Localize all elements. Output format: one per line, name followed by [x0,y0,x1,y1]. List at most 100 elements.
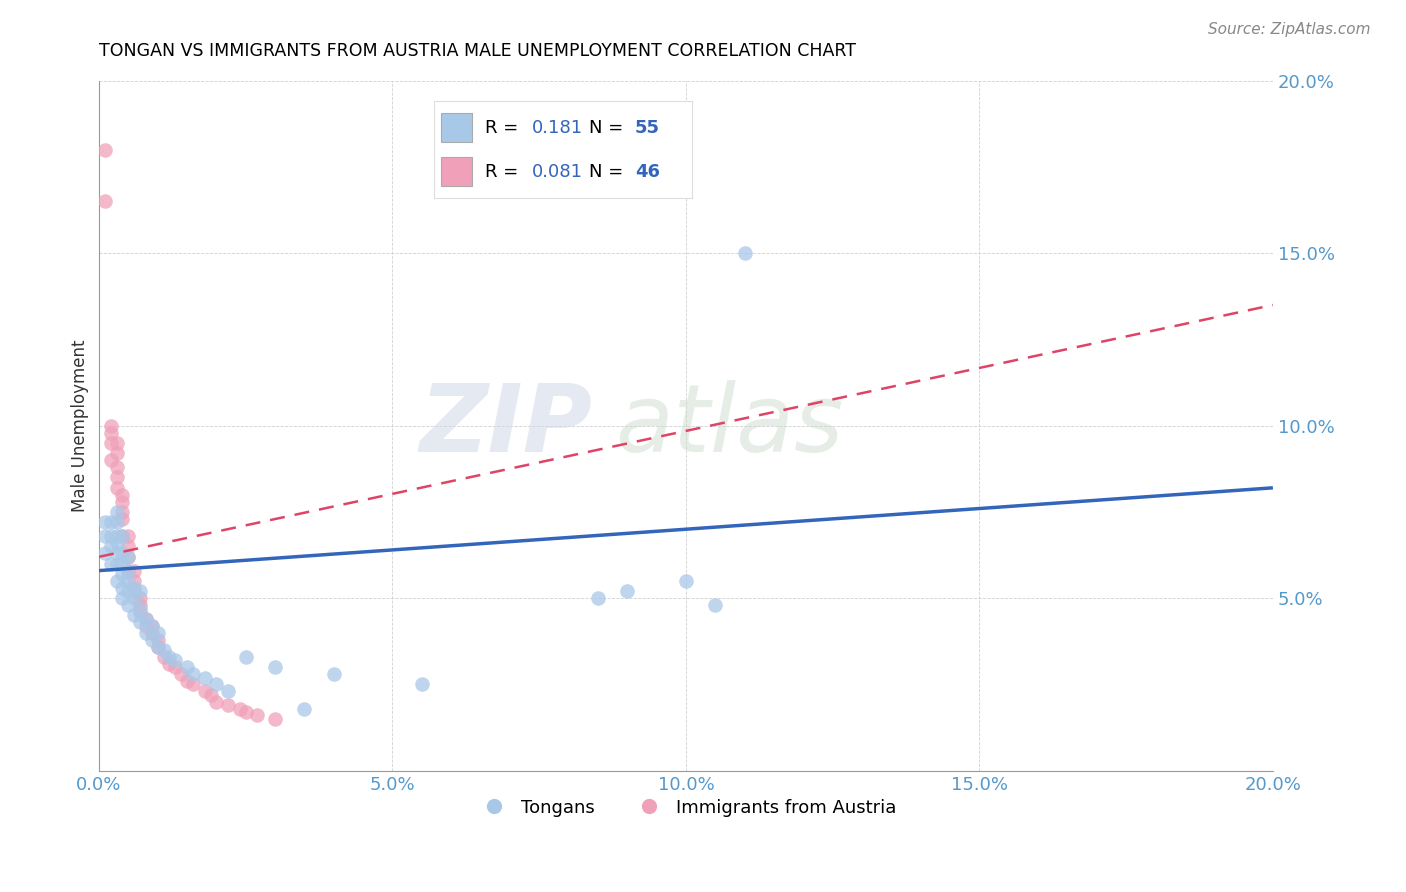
Point [105,529,128,543]
Text: ZIP: ZIP [419,380,592,472]
Point [135,625,157,640]
Point [205,677,228,691]
Point [159,657,181,671]
Point [181,677,204,691]
Point [675,574,697,588]
Point [146,632,169,647]
Point [111,581,134,595]
Point [165,660,187,674]
Point [94,516,117,530]
Point [616,584,638,599]
Point [152,649,174,664]
Point [200,688,222,702]
Point [704,598,727,612]
Point [100,529,122,543]
Point [165,653,187,667]
Point [586,591,609,606]
Point [129,601,152,615]
Point [111,512,134,526]
Point [111,591,134,606]
Point [122,591,145,606]
Point [105,574,128,588]
Point [111,529,134,543]
Point [100,453,122,467]
Point [122,608,145,623]
Text: TONGAN VS IMMIGRANTS FROM AUSTRIA MALE UNEMPLOYMENT CORRELATION CHART: TONGAN VS IMMIGRANTS FROM AUSTRIA MALE U… [98,42,856,60]
Point [176,660,198,674]
Legend: Tongans, Immigrants from Austria: Tongans, Immigrants from Austria [468,791,904,823]
Point [100,425,122,440]
Point [94,143,117,157]
Point [141,619,163,633]
Point [100,436,122,450]
Point [122,581,145,595]
Point [135,612,157,626]
Point [105,546,128,560]
Point [217,684,239,698]
Point [94,194,117,209]
Point [146,625,169,640]
Point [105,436,128,450]
Point [129,598,152,612]
Point [734,246,756,260]
Point [122,584,145,599]
Point [105,460,128,475]
Point [100,418,122,433]
Point [264,712,287,726]
Point [94,529,117,543]
Point [205,695,228,709]
Point [141,625,163,640]
Point [105,557,128,571]
Point [322,667,344,681]
Point [117,540,139,554]
Point [176,673,198,688]
Point [100,516,122,530]
Point [105,481,128,495]
Point [94,546,117,560]
Point [181,667,204,681]
Point [105,446,128,460]
Point [152,643,174,657]
Point [217,698,239,713]
Point [117,564,139,578]
Point [246,708,269,723]
Point [117,549,139,564]
Point [129,605,152,619]
Point [129,591,152,606]
Point [159,649,181,664]
Point [122,574,145,588]
Point [129,584,152,599]
Point [141,632,163,647]
Point [111,567,134,582]
Point [111,546,134,560]
Point [194,684,217,698]
Point [117,564,139,578]
Point [135,619,157,633]
Point [146,640,169,654]
Point [100,540,122,554]
Point [111,494,134,508]
Point [100,557,122,571]
Point [194,671,217,685]
Point [105,536,128,550]
Text: atlas: atlas [616,380,844,471]
Point [111,488,134,502]
Point [105,516,128,530]
Point [111,505,134,519]
Text: Source: ZipAtlas.com: Source: ZipAtlas.com [1208,22,1371,37]
Point [229,701,252,715]
Point [117,584,139,599]
Point [105,505,128,519]
Point [135,612,157,626]
Point [264,660,287,674]
Point [105,470,128,484]
Point [294,701,316,715]
Point [411,677,433,691]
Point [117,574,139,588]
Point [129,615,152,630]
Point [122,564,145,578]
Point [146,640,169,654]
Point [117,598,139,612]
Point [117,549,139,564]
Point [111,557,134,571]
